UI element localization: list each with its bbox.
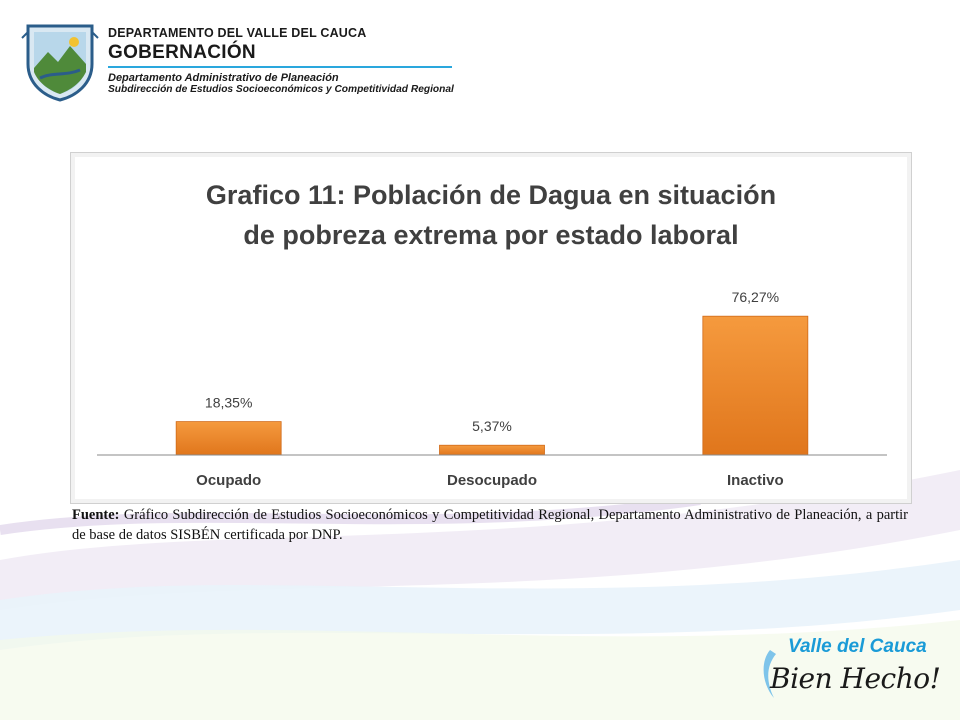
chart-title: Grafico 11: Población de Dagua en situac… (205, 180, 777, 250)
chart-panel: Grafico 11: Población de Dagua en situac… (70, 152, 912, 504)
government-title: GOBERNACIÓN (108, 42, 256, 63)
subdirection-name: Subdirección de Estudios Socioeconómicos… (108, 84, 454, 95)
data-label-inactivo: 76,27% (732, 289, 779, 305)
data-label-desocupado: 5,37% (472, 418, 512, 434)
bar-ocupado (175, 421, 282, 456)
source-text: Gráfico Subdirección de Estudios Socioec… (72, 507, 908, 543)
header-divider (108, 66, 452, 68)
bar-inactivo (702, 315, 809, 456)
category-label-desocupado: Desocupado (447, 472, 537, 489)
department-name: DEPARTAMENTO DEL VALLE DEL CAUCA (108, 26, 367, 40)
department-crest-logo (21, 24, 99, 102)
slogan-line-1: Valle del Cauca (788, 636, 927, 657)
slogan-line-2: Bien Hecho! (770, 662, 941, 695)
category-label-ocupado: Ocupado (196, 472, 261, 489)
data-label-ocupado: 18,35% (205, 395, 252, 411)
slogan-swoosh-icon (763, 650, 776, 698)
bar-desocupado (439, 444, 545, 456)
source-label: Fuente: (72, 507, 120, 523)
slogan-logo: Valle del Cauca Bien Hecho! (752, 628, 952, 708)
source-note: Fuente: Gráfico Subdirección de Estudios… (72, 505, 908, 545)
bar-chart: 18,35% Ocupado 5,37% Desocupado 76,27% Inacti… (97, 289, 887, 489)
admin-department: Departamento Administrativo de Planeació… (108, 72, 339, 84)
category-label-inactivo: Inactivo (727, 472, 784, 489)
